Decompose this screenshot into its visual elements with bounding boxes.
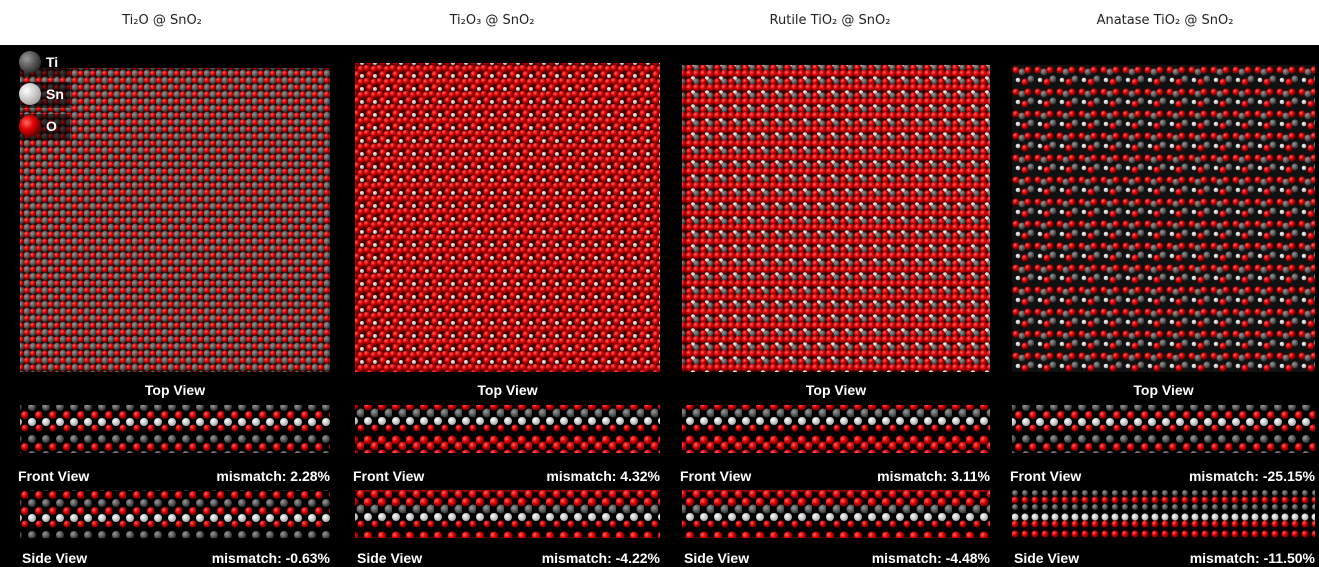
legend-label: Sn — [46, 86, 64, 102]
side-view-label: Side View — [357, 550, 422, 566]
legend-label: O — [46, 118, 57, 134]
front-mismatch: mismatch: 2.28% — [216, 468, 330, 484]
legend-atom — [19, 83, 41, 105]
legend-label: Ti — [46, 54, 58, 70]
side-view-structure — [682, 490, 990, 538]
top-view-label: Top View — [145, 382, 205, 398]
top-view-label: Top View — [1133, 382, 1193, 398]
figure: Ti₂O @ SnO₂ Top View Front View mismatch: 2… — [0, 0, 1319, 567]
front-view-structure — [20, 405, 330, 453]
panel-title: Ti₂O₃ @ SnO₂ — [448, 13, 534, 28]
top-view-structure — [1012, 65, 1315, 372]
top-view-label: Top View — [806, 382, 866, 398]
panel-title: Ti₂O @ SnO₂ — [121, 13, 202, 28]
front-view-structure — [355, 405, 660, 453]
top-view-structure — [355, 63, 660, 372]
top-view-label: Top View — [477, 382, 537, 398]
panel-title: Anatase TiO₂ @ SnO₂ — [1097, 13, 1234, 28]
front-mismatch: mismatch: 4.32% — [546, 468, 660, 484]
side-view-label: Side View — [684, 550, 749, 566]
top-view-structure — [682, 65, 990, 372]
front-view-label: Front View — [353, 468, 424, 484]
side-view-label: Side View — [1014, 550, 1079, 566]
side-mismatch: mismatch: -4.22% — [542, 550, 661, 566]
panel-title: Rutile TiO₂ @ SnO₂ — [770, 13, 891, 28]
legend-atom — [19, 51, 41, 73]
side-view-structure — [355, 490, 660, 538]
front-mismatch: mismatch: -25.15% — [1189, 468, 1316, 484]
front-mismatch: mismatch: 3.11% — [877, 468, 990, 484]
side-view-structure — [20, 490, 330, 538]
front-view-label: Front View — [1010, 468, 1081, 484]
side-mismatch: mismatch: -4.48% — [872, 550, 991, 566]
side-view-structure — [1012, 490, 1315, 538]
front-view-structure — [1012, 405, 1315, 453]
front-view-structure — [682, 405, 990, 453]
front-view-label: Front View — [18, 468, 89, 484]
side-mismatch: mismatch: -0.63% — [212, 550, 331, 566]
top-view-structure — [20, 68, 330, 372]
legend-atom — [19, 115, 41, 137]
side-view-label: Side View — [22, 550, 87, 566]
side-mismatch: mismatch: -11.50% — [1190, 550, 1316, 566]
front-view-label: Front View — [680, 468, 751, 484]
